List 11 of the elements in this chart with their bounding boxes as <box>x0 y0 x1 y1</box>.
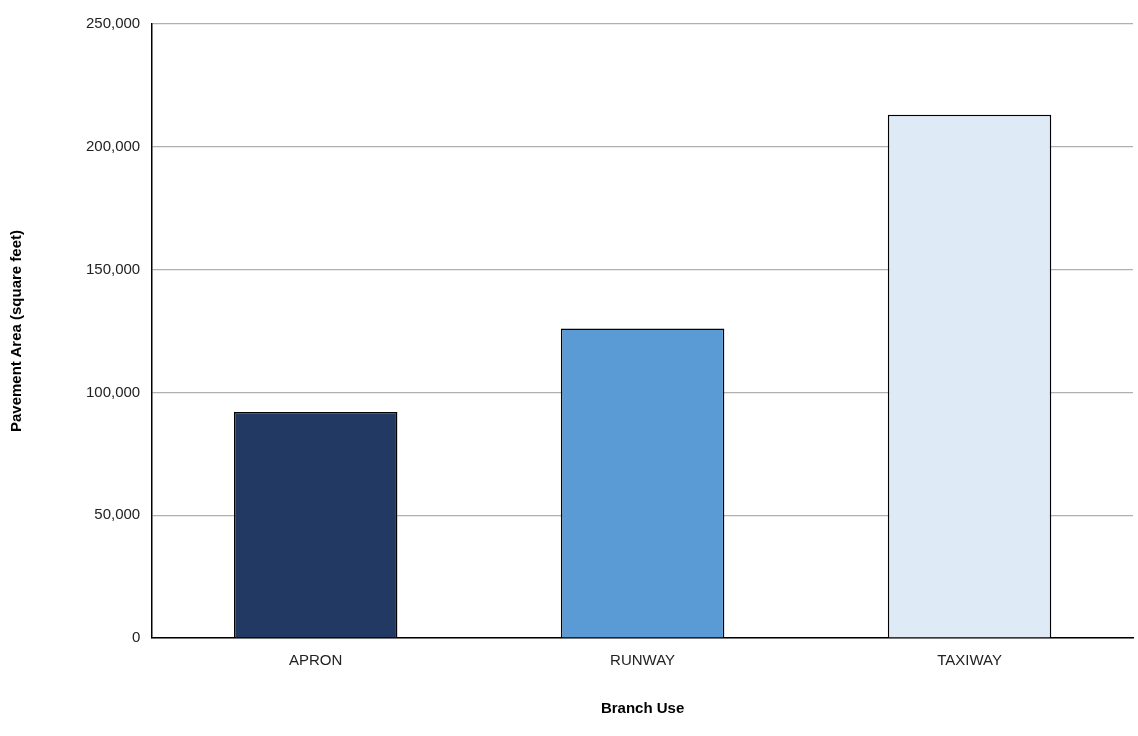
y-tick-label: 250,000 <box>85 14 141 32</box>
y-tick-label: 100,000 <box>85 382 141 400</box>
x-axis-title: Branch Use <box>600 699 685 717</box>
y-tick-label: 150,000 <box>85 259 141 277</box>
x-tick-label: TAXIWAY <box>937 651 1002 669</box>
y-tick-label: 50,000 <box>94 505 141 523</box>
x-tick-label: RUNWAY <box>610 651 676 669</box>
y-tick-label: 0 <box>131 628 141 646</box>
y-tick-label: 200,000 <box>85 136 141 154</box>
x-tick-label: APRON <box>289 651 343 669</box>
y-axis-title: Pavement Area (square feet) <box>7 229 25 433</box>
